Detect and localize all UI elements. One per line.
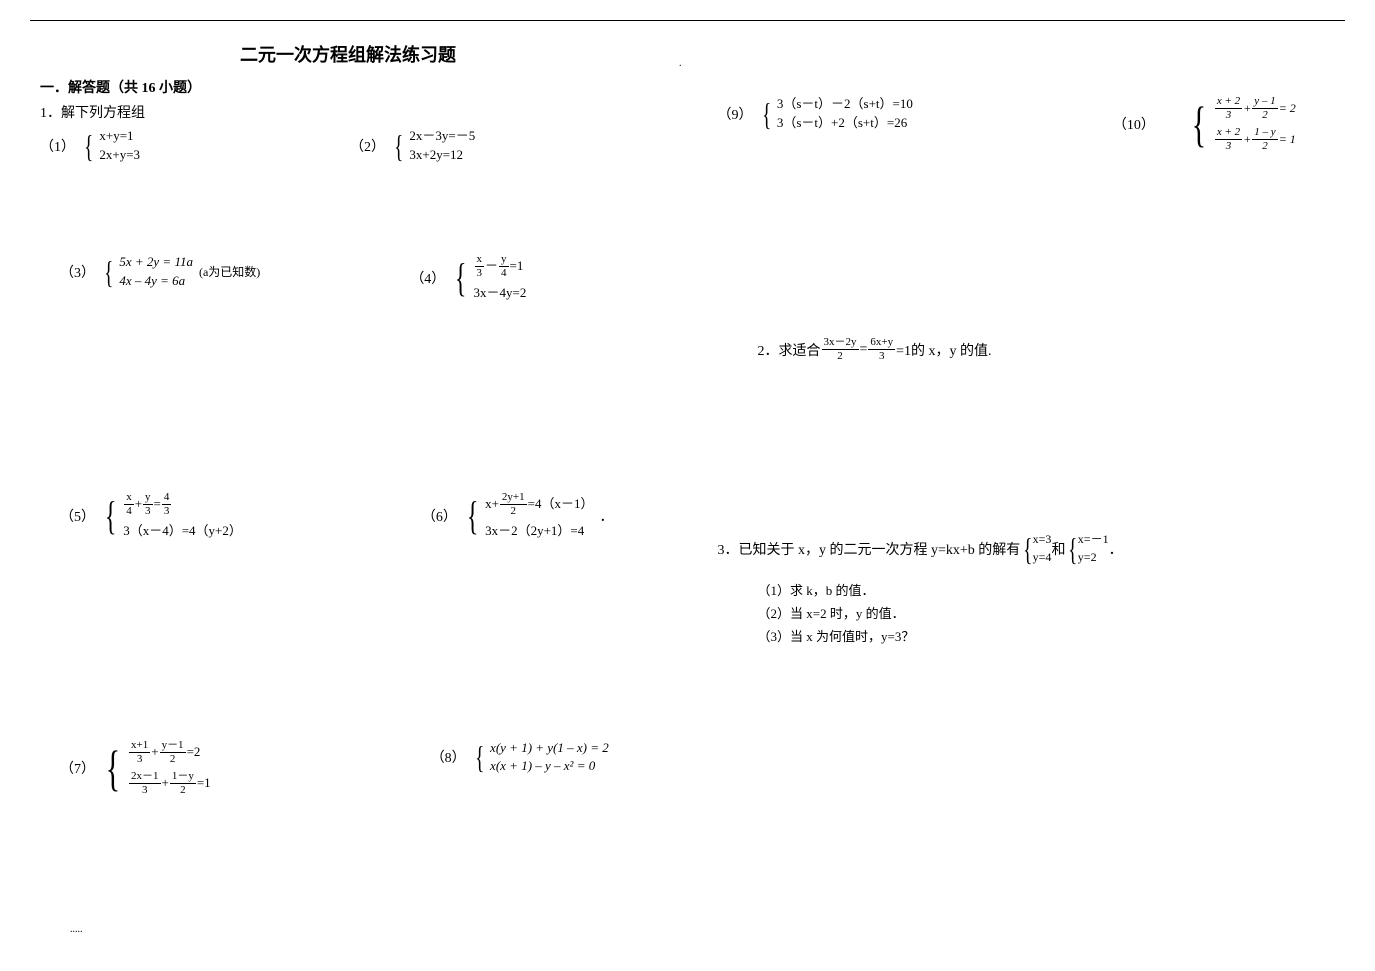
problem-4: （4） { x3－y4=1 3x－4y=2 (410, 254, 526, 302)
q3-part-2: （2）当 x=2 时，y 的值． (758, 603, 1336, 622)
left-column: 二元一次方程组解法练习题 一．解答题（共 16 小题） 1．解下列方程组 （1）… (30, 21, 688, 796)
problem-6: （6） { x+2y+12=4（x－1） 3x－2（2y+1）=4 ． (422, 492, 614, 540)
problem-2: （2） { 2x－3y=－53x+2y=12 (350, 128, 475, 164)
brace-icon: { (394, 130, 403, 162)
brace-icon: { (762, 98, 771, 130)
problem-8: （8） { x(y + 1) + y(1 – x) = 2 x(x + 1) –… (431, 740, 609, 776)
brace-icon: { (105, 496, 117, 536)
brace-icon: { (467, 496, 479, 536)
problem-1: （1） { x+y=12x+y=3 (40, 128, 140, 164)
footer-dots: ..... (70, 924, 83, 935)
brace-icon: { (1192, 99, 1206, 149)
problem-7: （7） { x+13+y－12=2 2x－13+1－y2=1 (60, 740, 211, 796)
problem-9: （9） { 3（s－t）－2（s+t）=10 3（s－t）+2（s+t）=26 (718, 96, 913, 132)
q3-part-1: （1）求 k，b 的值． (758, 580, 1336, 599)
question-2: 2．求适合 3x－2y2=6x+y3 =1的 x，y 的值. (758, 337, 992, 362)
brace-icon: { (1069, 533, 1078, 565)
page-marker: . (679, 58, 682, 69)
question-3: 3．已知关于 x，y 的二元一次方程 y=kx+b 的解有 { x=3y=4 和… (718, 532, 1123, 565)
page-title: 二元一次方程组解法练习题 (240, 41, 658, 67)
brace-icon: { (104, 256, 113, 288)
brace-icon: { (1023, 533, 1032, 565)
problem-10: （10） { x + 23 + y – 12 = 2 x + 23 + 1 – … (1113, 96, 1296, 152)
problem-5: （5） { x4+y3=43 3（x－4）=4（y+2） (60, 492, 242, 540)
brace-icon: { (475, 741, 484, 773)
right-column: （9） { 3（s－t）－2（s+t）=10 3（s－t）+2（s+t）=26 … (688, 21, 1346, 796)
q3-part-3: （3）当 x 为何值时，y=3？ (758, 626, 1336, 645)
brace-icon: { (106, 743, 120, 793)
question-1: 1．解下列方程组 (40, 102, 658, 122)
problem-3: （3） { 5x + 2y = 11a4x – 4y = 6a (a为已知数) (60, 254, 260, 290)
brace-icon: { (455, 258, 467, 298)
brace-icon: { (84, 130, 93, 162)
section-heading: 一．解答题（共 16 小题） (40, 77, 658, 97)
